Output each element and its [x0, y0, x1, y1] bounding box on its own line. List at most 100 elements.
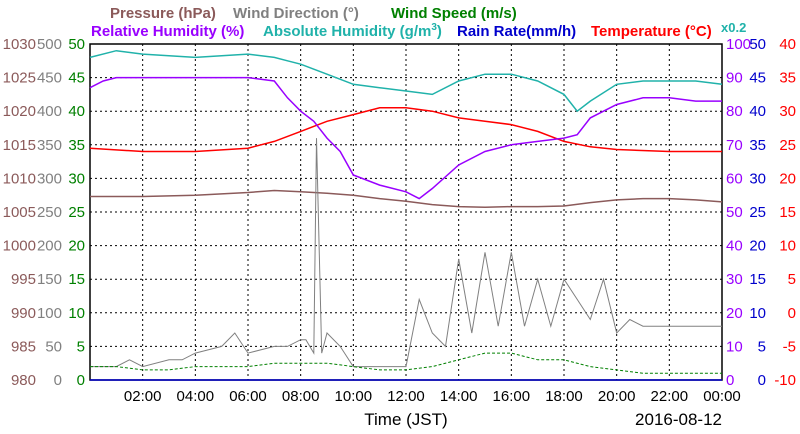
wind-direction-tick: 150: [37, 271, 62, 288]
wind-speed-tick: 0: [77, 372, 85, 389]
wind-direction-tick: 200: [37, 238, 62, 255]
pressure-line: [90, 189, 723, 209]
humidity-tick: 50: [726, 204, 743, 221]
legend-wind-speed: Wind Speed (m/s): [391, 5, 517, 22]
legend-relative-humidity: Relative Humidity (%): [91, 23, 244, 40]
pressure-tick: 1025: [3, 70, 36, 87]
wind-speed-tick: 35: [68, 137, 85, 154]
wind-speed-line: [90, 352, 722, 374]
humidity-tick: 40: [726, 238, 743, 255]
temperature-tick: 30: [779, 103, 796, 120]
pressure-tick: 1020: [3, 103, 36, 120]
x-tick-label: 14:00: [440, 388, 478, 405]
legend-temperature: Temperature (°C): [591, 23, 712, 40]
temperature-tick: 20: [779, 170, 796, 187]
x-tick-label: 22:00: [651, 388, 689, 405]
temperature-tick: 5: [788, 271, 796, 288]
wind-direction-tick: 500: [37, 36, 62, 53]
humidity-tick: 60: [726, 170, 743, 187]
wind-direction-tick: 250: [37, 204, 62, 221]
humidity-tick: 80: [726, 103, 743, 120]
rain-tick: 25: [749, 204, 766, 221]
pressure-tick: 990: [11, 305, 36, 322]
wind-direction-tick: 400: [37, 103, 62, 120]
temperature-tick: 15: [779, 204, 796, 221]
x-tick-label: 18:00: [545, 388, 583, 405]
x-tick-label: 00:00: [703, 388, 741, 405]
legend-scale-note: x0.2: [721, 20, 746, 35]
pressure-tick: 980: [11, 372, 36, 389]
x-tick-label: 02:00: [124, 388, 162, 405]
humidity-tick: 10: [726, 338, 743, 355]
x-tick-label: 10:00: [335, 388, 373, 405]
temperature-tick: 35: [779, 70, 796, 87]
temperature-tick: 25: [779, 137, 796, 154]
absolute-humidity-line: [89, 49, 723, 113]
pressure-tick: 995: [11, 271, 36, 288]
temperature-tick: -5: [783, 338, 796, 355]
wind-direction-tick: 50: [45, 338, 62, 355]
temperature-tick: 0: [788, 305, 796, 322]
pressure-tick: 1005: [3, 204, 36, 221]
wind-direction-tick: 350: [37, 137, 62, 154]
rain-tick: 20: [749, 238, 766, 255]
temperature-line: [89, 107, 722, 153]
wind-speed-tick: 20: [68, 238, 85, 255]
legend-absolute-humidity: Absolute Humidity (g/m3): [263, 22, 442, 40]
wind-speed-tick: 15: [68, 271, 85, 288]
pressure-tick: 1010: [3, 170, 36, 187]
wind-direction-tick: 450: [37, 70, 62, 87]
rain-tick: 5: [758, 338, 766, 355]
rain-tick: 35: [749, 137, 766, 154]
x-tick-label: 16:00: [493, 388, 531, 405]
wind-speed-tick: 25: [68, 204, 85, 221]
y-axis-ticks: 1030102510201015101010051000995990985980…: [3, 36, 796, 389]
wind-speed-tick: 10: [68, 305, 85, 322]
rain-tick: 30: [749, 170, 766, 187]
x-axis-ticks: 02:00 04:00 06:00 08:00 10:00 12:00 14:00 16:00…: [124, 388, 741, 405]
humidity-tick: 0: [726, 372, 734, 389]
legend-pressure: Pressure (hPa): [110, 5, 216, 22]
temperature-tick: 40: [779, 36, 796, 53]
x-tick-label: 08:00: [282, 388, 320, 405]
pressure-tick: 1015: [3, 137, 36, 154]
humidity-tick: 70: [726, 137, 743, 154]
legend-rain-rate: Rain Rate(mm/h): [457, 23, 576, 40]
date-label: 2016-08-12: [635, 410, 722, 429]
x-tick-label: 20:00: [598, 388, 636, 405]
x-tick-label: 06:00: [229, 388, 267, 405]
x-axis-title: Time (JST): [364, 410, 447, 429]
legend-row-2: Relative Humidity (%) Absolute Humidity …: [91, 20, 746, 40]
rain-tick: 0: [758, 372, 766, 389]
wind-speed-tick: 45: [68, 70, 85, 87]
plot-series: [89, 49, 723, 381]
x-tick-label: 12:00: [387, 388, 425, 405]
wind-speed-tick: 30: [68, 170, 85, 187]
rain-tick: 50: [749, 36, 766, 53]
plot-grid: [90, 44, 722, 380]
temperature-tick: -10: [774, 372, 796, 389]
legend-wind-direction: Wind Direction (°): [233, 5, 359, 22]
wind-direction-tick: 300: [37, 170, 62, 187]
humidity-tick: 90: [726, 70, 743, 87]
wind-speed-tick: 5: [77, 338, 85, 355]
pressure-tick: 1000: [3, 238, 36, 255]
humidity-tick: 30: [726, 271, 743, 288]
rain-tick: 40: [749, 103, 766, 120]
rain-tick: 10: [749, 305, 766, 322]
x-tick-label: 04:00: [177, 388, 215, 405]
pressure-tick: 985: [11, 338, 36, 355]
rain-tick: 15: [749, 271, 766, 288]
rain-tick: 45: [749, 70, 766, 87]
wind-speed-tick: 50: [68, 36, 85, 53]
wind-direction-line: [90, 138, 722, 368]
humidity-tick: 100: [726, 36, 751, 53]
pressure-tick: 1030: [3, 36, 36, 53]
wind-speed-tick: 40: [68, 103, 85, 120]
relative-humidity-line: [89, 76, 722, 200]
humidity-tick: 20: [726, 305, 743, 322]
wind-direction-tick: 100: [37, 305, 62, 322]
legend-row-1: Pressure (hPa) Wind Direction (°) Wind S…: [110, 5, 517, 22]
temperature-tick: 10: [779, 238, 796, 255]
